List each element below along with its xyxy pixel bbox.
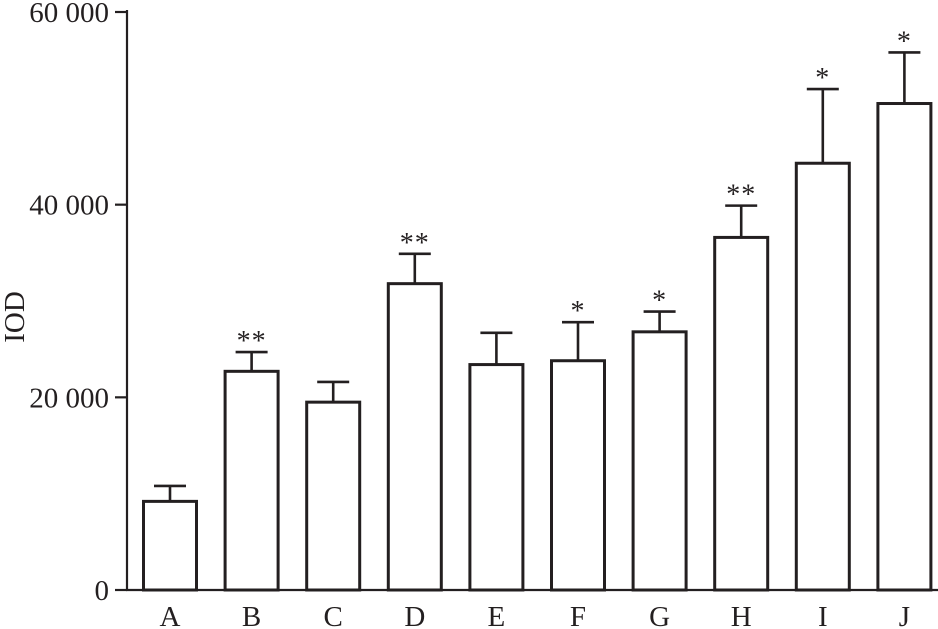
error-bars xyxy=(154,51,921,502)
bar-C xyxy=(305,400,362,592)
x-tick-label-J: J xyxy=(899,601,910,629)
significance-markers: ***** ***** xyxy=(237,26,912,357)
significance-marker-H: ** xyxy=(726,180,756,211)
x-tick-label-F: F xyxy=(570,601,586,629)
y-tick-label: 60 000 xyxy=(29,0,109,29)
x-tick-label-B: B xyxy=(242,601,261,629)
bar-G xyxy=(631,330,688,592)
bar-F xyxy=(550,359,606,592)
significance-marker-B: ** xyxy=(237,326,267,357)
x-tick-label-I: I xyxy=(818,601,828,629)
x-tick-label-D: D xyxy=(404,601,425,629)
x-tick-label-E: E xyxy=(488,601,506,629)
x-tick-label-C: C xyxy=(324,601,343,629)
y-axis-label: IOD xyxy=(0,291,31,343)
x-tick-label-A: A xyxy=(160,601,181,629)
bar-D xyxy=(386,282,443,592)
x-tick-label-H: H xyxy=(731,601,752,629)
bar-H xyxy=(713,235,770,592)
bar-J xyxy=(876,102,933,592)
significance-marker-F: * xyxy=(571,296,586,327)
y-tick-label: 40 000 xyxy=(29,190,109,222)
significance-marker-I: * xyxy=(815,63,830,94)
bar-E xyxy=(468,363,525,592)
significance-marker-D: ** xyxy=(400,228,430,259)
bar-B xyxy=(223,369,280,592)
x-tick-labels: A B C D E F G H I J xyxy=(160,601,911,629)
bar-A xyxy=(142,499,198,592)
y-ticks: 0 20 000 40 000 60 000 xyxy=(29,0,127,607)
y-tick-label: 20 000 xyxy=(29,382,109,414)
significance-marker-G: * xyxy=(652,286,667,317)
y-tick-label: 0 xyxy=(95,575,110,607)
bar-I xyxy=(794,161,851,592)
significance-marker-J: * xyxy=(897,26,912,57)
x-tick-label-G: G xyxy=(649,601,670,629)
